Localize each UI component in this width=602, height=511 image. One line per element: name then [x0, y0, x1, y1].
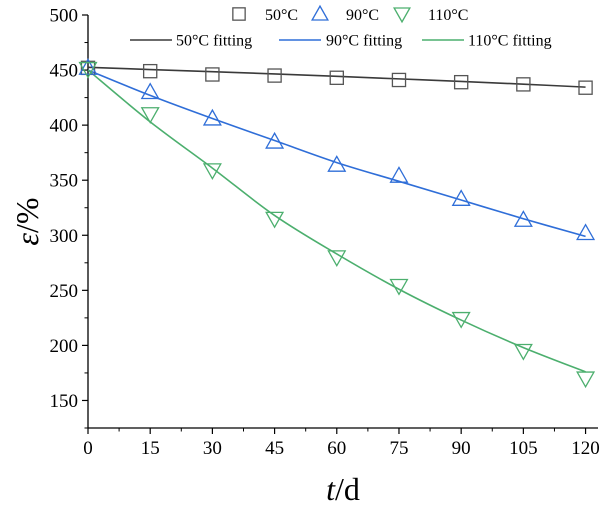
fit-lines — [87, 66, 586, 373]
data-point — [451, 189, 471, 206]
data-point — [265, 211, 285, 229]
legend-marker — [232, 7, 246, 21]
x-tick-label: 30 — [203, 438, 222, 459]
legend-label: 90°C — [346, 7, 379, 24]
x-axis-unit: /d — [335, 471, 360, 507]
data-point — [389, 166, 409, 183]
y-tick-label: 200 — [50, 336, 79, 357]
legend: 50°C 90°C 110°C 50°C fitting 90°C fitting 110… — [130, 4, 552, 50]
legend-label: 90°C fitting — [326, 33, 402, 50]
data-point — [391, 72, 407, 88]
y-tick-label: 400 — [50, 116, 79, 137]
data-point — [513, 210, 533, 227]
fit-line — [87, 69, 586, 238]
x-tick-label: 90 — [452, 438, 471, 459]
data-point — [451, 311, 471, 329]
data-point — [78, 58, 98, 75]
x-tick-label: 75 — [389, 438, 408, 459]
fit-line — [87, 66, 586, 88]
data-point — [453, 74, 469, 90]
y-tick-label: 450 — [50, 61, 79, 82]
data-point — [140, 107, 160, 124]
legend-label: 50°C fitting — [176, 33, 252, 50]
x-axis-var: t — [326, 471, 336, 507]
data-point — [516, 77, 531, 92]
data-point — [327, 155, 347, 172]
legend-marker — [311, 4, 329, 21]
x-tick-label: 60 — [327, 438, 346, 459]
y-tick-label: 350 — [50, 171, 79, 192]
data-point — [513, 343, 533, 361]
y-tick-label: 300 — [50, 226, 79, 247]
data-point — [327, 250, 347, 268]
data-point — [329, 70, 344, 85]
y-axis-unit: /% — [9, 197, 45, 233]
y-axis-title: ε/% — [9, 197, 45, 245]
x-tick-label: 15 — [141, 438, 160, 459]
x-axis-title: t/d — [326, 471, 360, 507]
data-point — [265, 131, 285, 149]
data-point — [142, 63, 158, 79]
y-tick-label: 150 — [50, 391, 79, 412]
data-point — [205, 67, 220, 82]
y-axis-var: ε — [9, 233, 45, 246]
x-tick-label: 120 — [571, 438, 600, 459]
x-tick-label: 0 — [83, 438, 93, 459]
data-point — [389, 278, 409, 296]
x-tick-label: 45 — [265, 438, 284, 459]
data-point — [140, 82, 160, 100]
data-markers — [78, 58, 596, 389]
legend-label: 110°C — [428, 7, 468, 24]
legend-label: 50°C — [265, 7, 298, 24]
legend-marker — [393, 7, 411, 24]
y-tick-label: 250 — [50, 281, 79, 302]
data-point — [202, 163, 222, 181]
data-point — [576, 223, 596, 241]
data-point — [267, 68, 282, 83]
x-tick-label: 105 — [509, 438, 538, 459]
data-point — [578, 80, 593, 95]
axis-ticks: 0 15 30 45 60 75 90 105 120 150 200 250 300 350 400 450… — [50, 6, 600, 460]
data-point — [202, 108, 222, 126]
plot-frame — [87, 15, 598, 429]
data-point — [78, 61, 98, 79]
legend-label: 110°C fitting — [468, 33, 552, 50]
fit-line — [87, 69, 586, 373]
y-tick-label: 500 — [50, 6, 79, 27]
data-point — [576, 371, 596, 389]
